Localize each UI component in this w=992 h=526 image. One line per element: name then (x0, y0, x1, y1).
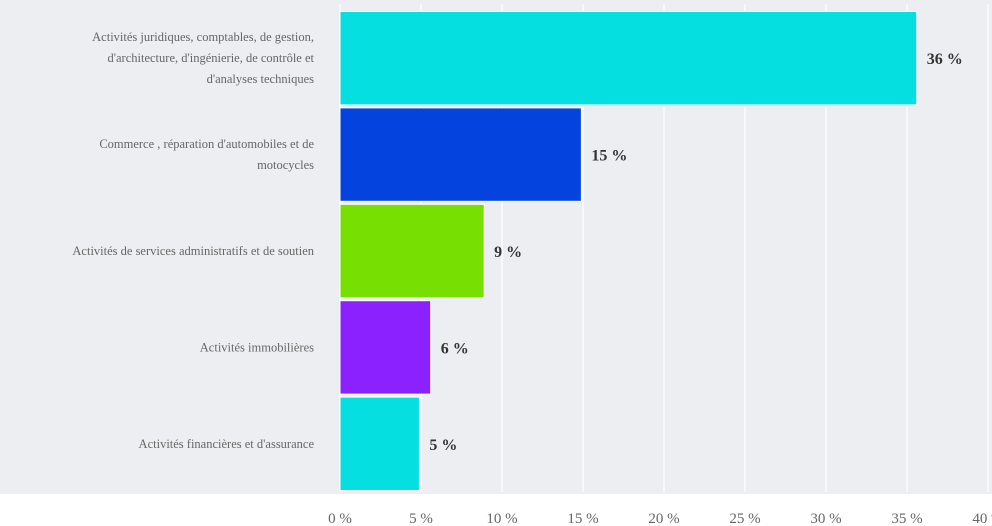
value-label-4: 6 % (441, 340, 469, 357)
category-label-2: Commerce , réparation d'automobiles et d… (99, 137, 314, 172)
category-label-line: Activités financières et d'assurance (139, 437, 315, 451)
category-label-line: motocycles (257, 158, 314, 172)
value-label-2: 15 % (591, 148, 627, 165)
bar-4 (339, 300, 432, 395)
x-tick-label-30: 30 % (810, 511, 841, 526)
category-label-line: Activités juridiques, comptables, de ges… (92, 30, 314, 44)
x-tick-label-40: 40 % (972, 511, 992, 526)
bar-2 (339, 107, 582, 202)
x-tick-label-10: 10 % (486, 511, 517, 526)
x-tick-label-25: 25 % (729, 511, 760, 526)
x-tick-label-0: 0 % (328, 511, 352, 526)
category-label-5: Activités financières et d'assurance (139, 437, 315, 451)
category-label-line: d'analyses techniques (207, 72, 315, 86)
bar-3 (339, 203, 485, 299)
x-tick-label-15: 15 % (567, 511, 598, 526)
category-label-4: Activités immobilières (200, 340, 314, 354)
value-label-1: 36 % (927, 51, 963, 68)
value-label-3: 9 % (494, 244, 522, 261)
category-label-line: Activités immobilières (200, 340, 314, 354)
category-label-1: Activités juridiques, comptables, de ges… (92, 30, 314, 86)
category-label-3: Activités de services administratifs et … (72, 244, 314, 258)
bar-1 (339, 11, 918, 106)
x-tick-label-5: 5 % (409, 511, 433, 526)
category-label-line: Activités de services administratifs et … (72, 244, 314, 258)
bar-5 (339, 396, 420, 492)
x-tick-label-35: 35 % (891, 511, 922, 526)
category-label-line: d'architecture, d'ingénierie, de contrôl… (108, 51, 315, 65)
value-label-5: 5 % (429, 437, 457, 454)
x-tick-label-20: 20 % (648, 511, 679, 526)
category-label-line: Commerce , réparation d'automobiles et d… (99, 137, 314, 151)
